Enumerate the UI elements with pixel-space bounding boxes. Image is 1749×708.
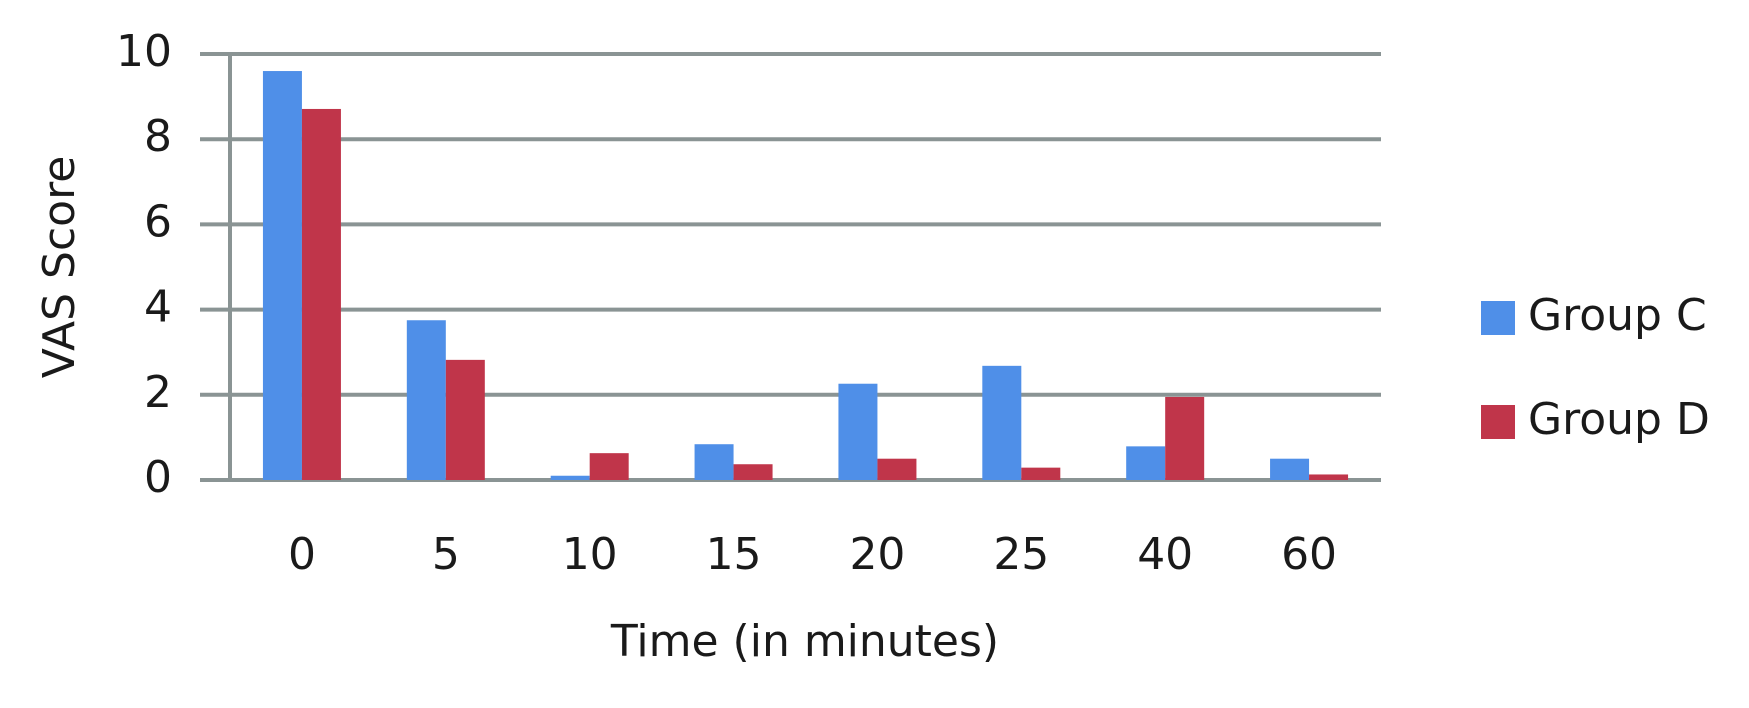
bar: [694, 444, 734, 480]
x-tick-label: 25: [993, 529, 1049, 580]
x-axis-title: Time (in minutes): [610, 616, 999, 667]
y-tick-label: 6: [144, 196, 172, 247]
bar: [1021, 467, 1061, 480]
x-tick-label: 5: [432, 529, 460, 580]
legend-swatch: [1481, 405, 1515, 439]
y-tick-label: 0: [144, 452, 172, 503]
bar: [1165, 396, 1205, 480]
bar: [445, 359, 485, 480]
x-tick-label: 10: [562, 529, 618, 580]
legend-label: Group D: [1528, 394, 1710, 445]
x-tick-label: 40: [1137, 529, 1193, 580]
legend-swatch: [1481, 301, 1515, 335]
y-axis-title: VAS Score: [34, 156, 85, 379]
bar: [1309, 474, 1349, 480]
x-tick-label: 15: [706, 529, 762, 580]
legend-label: Group C: [1528, 290, 1707, 341]
bar: [406, 320, 446, 480]
y-tick-label: 10: [116, 26, 172, 77]
bar: [733, 464, 773, 480]
bar: [262, 71, 302, 480]
x-tick-label: 20: [849, 529, 905, 580]
x-tick-label: 0: [288, 529, 316, 580]
bar: [1270, 458, 1310, 480]
bar: [877, 458, 917, 480]
bar: [550, 475, 590, 480]
bar: [982, 365, 1022, 480]
bar: [838, 383, 878, 480]
bar: [589, 453, 629, 480]
y-tick-label: 4: [144, 282, 172, 333]
y-tick-label: 8: [144, 111, 172, 162]
x-tick-label: 60: [1281, 529, 1337, 580]
bar: [301, 108, 341, 480]
bar: [1126, 446, 1166, 480]
y-tick-label: 2: [144, 367, 172, 418]
